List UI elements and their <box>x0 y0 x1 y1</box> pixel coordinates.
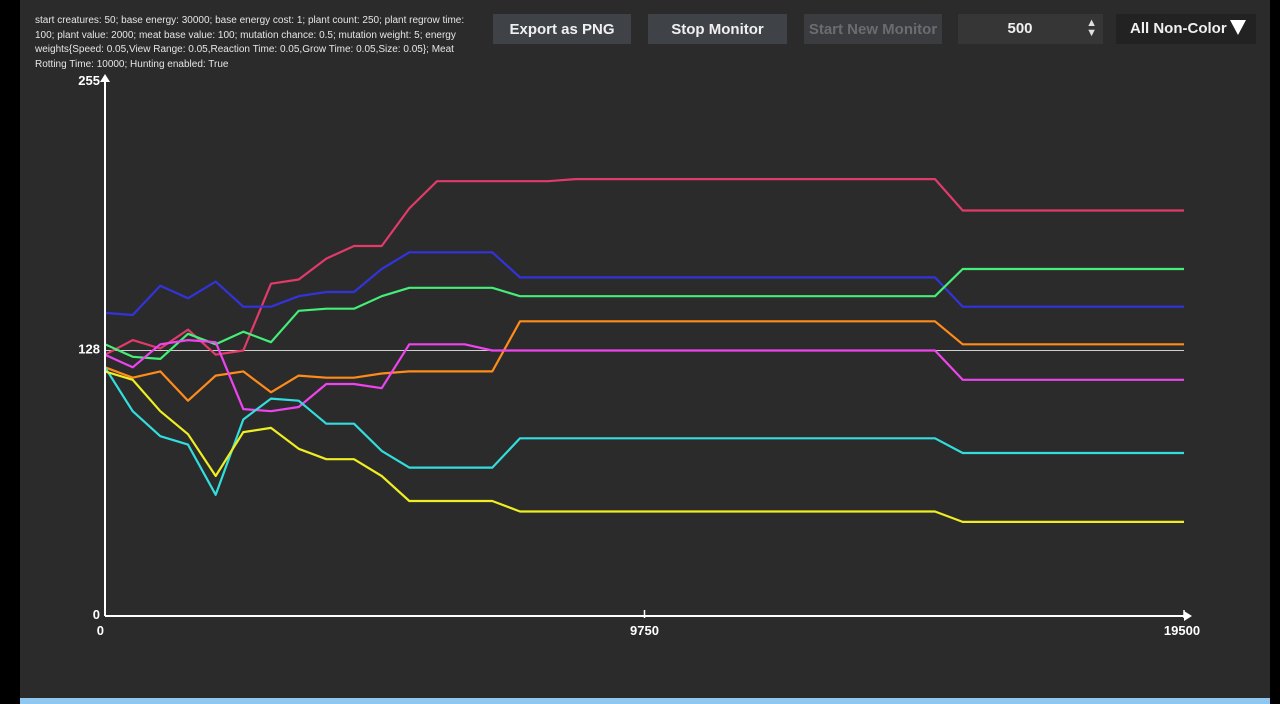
stop-monitor-button[interactable]: Stop Monitor <box>648 14 787 44</box>
series-line-4 <box>104 320 1184 402</box>
y-tick-label: 128 <box>78 341 100 356</box>
simulation-parameters-text: start creatures: 50; base energy: 30000;… <box>35 15 465 70</box>
interval-spinner[interactable]: 500 ▲ ▼ <box>958 14 1103 44</box>
export-png-button[interactable]: Export as PNG <box>493 14 631 44</box>
series-line-2 <box>104 251 1184 317</box>
property-filter-dropdown-label[interactable]: All Non-Color <box>1130 20 1227 37</box>
y-tick-label: 0 <box>93 607 100 622</box>
series-line-1 <box>104 178 1184 356</box>
start-new-monitor-button[interactable]: Start New Monitor <box>804 14 942 44</box>
y-axis-arrow-icon <box>100 74 110 82</box>
property-filter-dropdown[interactable]: All Non-Color <box>1116 14 1256 44</box>
triangle-down-icon[interactable] <box>1230 20 1246 35</box>
status-bar <box>20 698 1270 704</box>
x-tick-label: 0 <box>97 623 104 638</box>
series-line-5 <box>104 339 1184 413</box>
series-line-6 <box>104 366 1184 496</box>
x-axis-arrow-icon <box>1184 611 1192 621</box>
x-tick-label: 9750 <box>630 623 659 638</box>
y-tick-label: 255 <box>78 73 100 88</box>
series-line-3 <box>104 267 1184 360</box>
up-down-arrows-icon[interactable]: ▲ ▼ <box>1086 17 1097 39</box>
interval-spinner-value[interactable]: 500 <box>1007 20 1033 37</box>
series-line-7 <box>104 370 1184 524</box>
x-tick-label: 19500 <box>1164 623 1200 638</box>
